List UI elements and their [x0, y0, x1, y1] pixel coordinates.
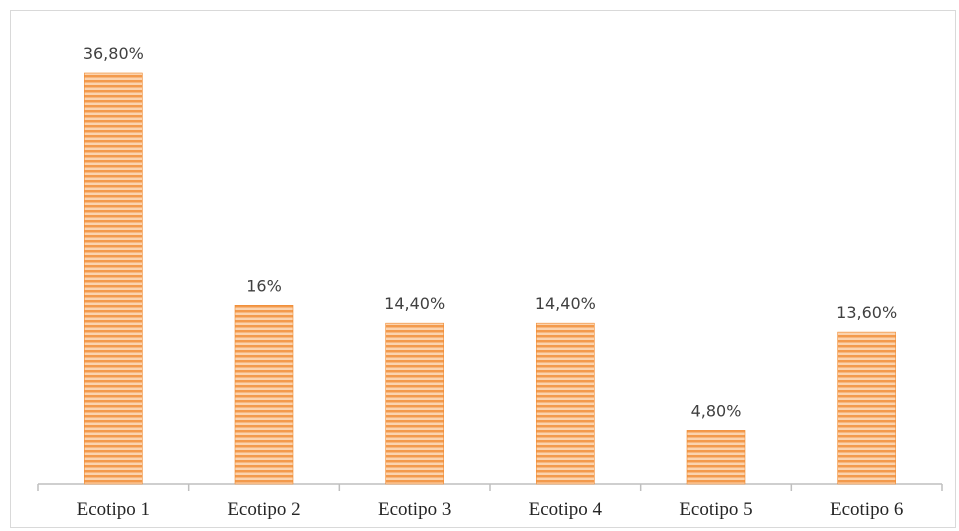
bar-2: [234, 305, 294, 485]
tick-labels-group: Ecotipo 1 Ecotipo 2 Ecotipo 3 Ecotipo 4 Ecot…: [77, 499, 904, 520]
data-label-6: 13,60%: [836, 303, 897, 322]
x-tick-label-3: Ecotipo 3: [378, 499, 451, 520]
data-label-5: 4,80%: [691, 401, 742, 420]
bar-4: [536, 322, 595, 485]
x-tick-label-1: Ecotipo 1: [77, 499, 150, 520]
chart-frame: [10, 10, 956, 528]
data-labels-group: 36,80% 16% 14,40% 14,40% 4,80% 13,60%: [83, 44, 897, 420]
x-tick-label-4: Ecotipo 4: [529, 499, 603, 520]
bar-6: [837, 331, 896, 485]
bars-group: [84, 72, 896, 485]
data-label-1: 36,80%: [83, 44, 144, 63]
bar-1: [84, 72, 143, 485]
x-tick-label-6: Ecotipo 6: [830, 499, 903, 520]
bar-3: [385, 322, 444, 485]
data-label-2: 16%: [246, 276, 282, 295]
x-tick-label-2: Ecotipo 2: [227, 499, 300, 520]
bar-5: [686, 430, 746, 485]
x-axis-ticks: [37, 484, 943, 491]
data-label-4: 14,40%: [535, 294, 596, 313]
data-label-3: 14,40%: [384, 294, 445, 313]
x-tick-label-5: Ecotipo 5: [679, 499, 752, 520]
